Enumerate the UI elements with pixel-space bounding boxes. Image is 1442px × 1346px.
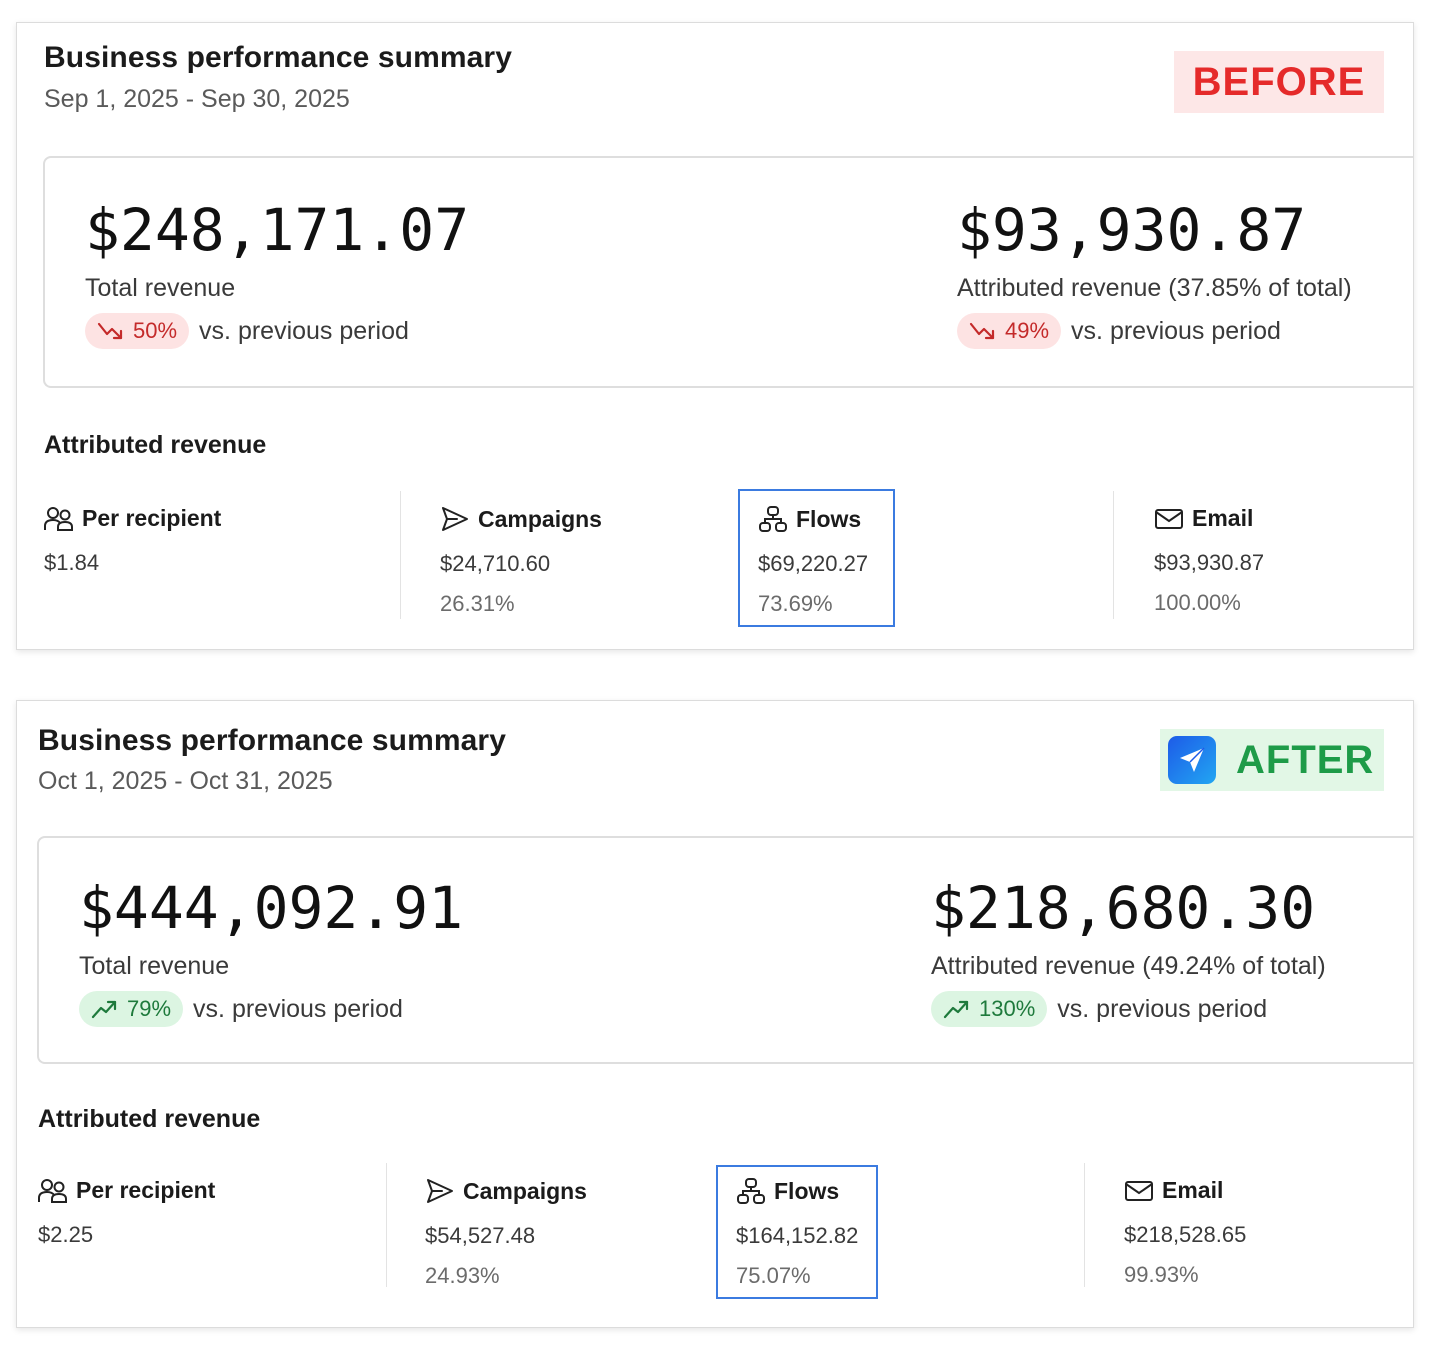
after-panel: Business performance summary Oct 1, 2025… xyxy=(16,700,1414,1328)
column-percent: 26.31% xyxy=(440,591,515,616)
trend-up-icon xyxy=(943,1000,969,1019)
trend-up-icon xyxy=(91,1000,117,1019)
per-recipient-column[interactable]: Per recipient $2.25 xyxy=(38,1177,215,1248)
trend-down-icon xyxy=(969,322,995,340)
send-icon xyxy=(442,507,468,531)
column-value: $93,930.87 xyxy=(1154,550,1265,575)
trend-down-icon xyxy=(97,322,123,340)
vs-previous-text: vs. previous period xyxy=(199,316,409,345)
vs-previous-text: vs. previous period xyxy=(1057,994,1268,1023)
page-title: Business performance summary xyxy=(38,724,506,757)
column-percent: 99.93% xyxy=(1124,1262,1199,1287)
send-icon xyxy=(427,1179,453,1203)
per-recipient-column[interactable]: Per recipient $1.84 xyxy=(44,505,221,576)
date-range[interactable]: Sep 1, 2025 - Sep 30, 2025 xyxy=(44,85,350,113)
after-tag-label: AFTER xyxy=(1236,737,1375,782)
total-revenue-metric: $444,092.91 Total revenue 79% vs. previo… xyxy=(79,876,463,1027)
total-revenue-label: Total revenue xyxy=(79,952,230,980)
total-revenue-value: $444,092.91 xyxy=(79,874,464,942)
campaigns-column[interactable]: Campaigns $54,527.48 24.93% xyxy=(425,1177,587,1289)
change-badge: 49% xyxy=(957,313,1062,349)
total-revenue-label: Total revenue xyxy=(85,274,236,302)
column-divider xyxy=(386,1163,387,1287)
vs-previous-text: vs. previous period xyxy=(193,994,403,1023)
column-divider xyxy=(1084,1163,1085,1287)
change-badge: 130% xyxy=(931,991,1048,1027)
column-label: Email xyxy=(1192,505,1254,531)
attributed-revenue-value: $93,930.87 xyxy=(957,196,1307,264)
flows-column[interactable]: Flows $69,220.27 73.69% xyxy=(758,505,868,617)
column-percent: 24.93% xyxy=(425,1263,500,1288)
attributed-revenue-value: $218,680.30 xyxy=(931,874,1316,942)
column-percent: 73.69% xyxy=(758,591,833,616)
attributed-revenue-metric: $93,930.87 Attributed revenue (37.85% of… xyxy=(957,198,1352,349)
flows-highlight-box xyxy=(738,489,895,627)
mail-icon xyxy=(1125,1180,1153,1201)
column-label: Per recipient xyxy=(82,505,222,531)
date-range[interactable]: Oct 1, 2025 - Oct 31, 2025 xyxy=(38,767,333,795)
vs-previous-text: vs. previous period xyxy=(1071,316,1281,345)
section-title: Attributed revenue xyxy=(44,431,267,459)
column-label: Email xyxy=(1162,1177,1224,1203)
change-row: 50% vs. previous period xyxy=(85,313,469,349)
change-value: 79% xyxy=(127,996,172,1021)
column-value: $24,710.60 xyxy=(440,551,551,576)
mail-icon xyxy=(1155,508,1183,529)
email-column[interactable]: Email $218,528.65 99.93% xyxy=(1124,1177,1246,1288)
change-row: 79% vs. previous period xyxy=(79,991,463,1027)
flows-icon xyxy=(737,1178,765,1204)
column-percent: 75.07% xyxy=(736,1263,811,1288)
column-value: $164,152.82 xyxy=(736,1223,859,1248)
before-tag: BEFORE xyxy=(1174,51,1384,113)
column-value: $69,220.27 xyxy=(758,551,869,576)
summary-card: $444,092.91 Total revenue 79% vs. previo… xyxy=(37,836,1413,1064)
after-tag: AFTER xyxy=(1160,729,1384,791)
before-panel: Business performance summary Sep 1, 2025… xyxy=(16,22,1414,650)
change-badge: 50% xyxy=(85,313,190,349)
change-row: 130% vs. previous period xyxy=(931,991,1326,1027)
column-label: Campaigns xyxy=(478,505,602,532)
column-value: $218,528.65 xyxy=(1124,1222,1247,1247)
change-value: 50% xyxy=(133,318,178,343)
column-label: Flows xyxy=(774,1177,840,1204)
people-icon xyxy=(44,506,73,531)
column-value: $1.84 xyxy=(44,550,100,575)
total-revenue-metric: $248,171.07 Total revenue 50% vs. previo… xyxy=(85,198,469,349)
section-title: Attributed revenue xyxy=(38,1105,261,1133)
change-row: 49% vs. previous period xyxy=(957,313,1352,349)
column-divider xyxy=(400,491,401,619)
column-percent: 100.00% xyxy=(1154,590,1241,615)
attributed-revenue-label: Attributed revenue (49.24% of total) xyxy=(931,952,1326,980)
flows-highlight-box xyxy=(716,1165,878,1299)
campaigns-column[interactable]: Campaigns $24,710.60 26.31% xyxy=(440,505,602,617)
attributed-revenue-metric: $218,680.30 Attributed revenue (49.24% o… xyxy=(931,876,1326,1027)
column-label: Flows xyxy=(796,505,862,532)
change-value: 130% xyxy=(979,996,1036,1021)
column-label: Per recipient xyxy=(76,1177,216,1203)
flows-icon xyxy=(759,506,787,532)
summary-card: $248,171.07 Total revenue 50% vs. previo… xyxy=(43,156,1413,388)
column-value: $54,527.48 xyxy=(425,1223,536,1248)
column-divider xyxy=(1113,491,1114,619)
email-column[interactable]: Email $93,930.87 100.00% xyxy=(1154,505,1264,616)
app-logo-icon xyxy=(1168,736,1216,784)
people-icon xyxy=(38,1178,67,1203)
total-revenue-value: $248,171.07 xyxy=(85,196,470,264)
flows-column[interactable]: Flows $164,152.82 75.07% xyxy=(736,1177,858,1289)
change-value: 49% xyxy=(1005,318,1050,343)
attributed-revenue-label: Attributed revenue (37.85% of total) xyxy=(957,274,1352,302)
column-label: Campaigns xyxy=(463,1177,587,1204)
change-badge: 79% xyxy=(79,991,184,1027)
column-value: $2.25 xyxy=(38,1222,94,1247)
page-title: Business performance summary xyxy=(44,41,512,74)
